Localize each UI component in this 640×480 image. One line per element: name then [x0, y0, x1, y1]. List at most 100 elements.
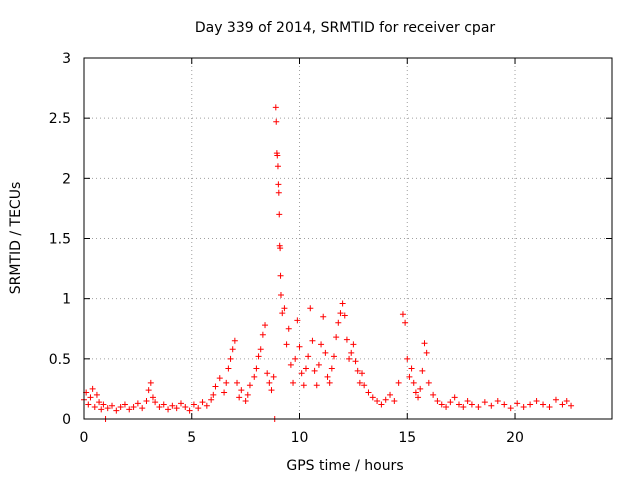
x-tick-label: 10: [291, 430, 309, 446]
data-point: [434, 397, 441, 404]
data-point: [216, 375, 223, 382]
data-point: [507, 405, 514, 412]
data-point: [190, 401, 197, 408]
data-point: [182, 403, 189, 410]
data-point: [395, 379, 402, 386]
y-tick-label: 2: [62, 171, 71, 187]
y-tick-label: 0: [62, 412, 71, 428]
data-point: [378, 401, 385, 408]
data-point: [276, 211, 283, 218]
data-point: [408, 365, 415, 372]
data-point: [143, 397, 150, 404]
data-point: [149, 394, 156, 401]
data-point: [374, 397, 381, 404]
data-point: [309, 337, 316, 344]
y-tick-label: 1.5: [49, 232, 71, 248]
data-point: [199, 399, 206, 406]
y-tick-label: 1: [62, 292, 71, 308]
data-point: [145, 387, 152, 394]
x-tick-label: 20: [506, 430, 524, 446]
data-point: [130, 403, 137, 410]
data-point: [195, 405, 202, 412]
data-point: [468, 401, 475, 408]
data-point: [274, 163, 281, 170]
data-point: [259, 331, 266, 338]
data-point: [281, 305, 288, 312]
data-point: [481, 399, 488, 406]
y-tick-label: 2.5: [49, 111, 71, 127]
data-point: [279, 310, 286, 317]
data-point: [455, 401, 462, 408]
data-point: [460, 403, 467, 410]
data-point: [283, 341, 290, 348]
data-point: [223, 379, 230, 386]
data-point: [346, 355, 353, 362]
chart-title: Day 339 of 2014, SRMTID for receiver cpa…: [195, 20, 496, 36]
data-point: [277, 245, 284, 252]
data-point: [464, 397, 471, 404]
data-point: [315, 361, 322, 368]
data-point: [494, 397, 501, 404]
y-tick-label: 3: [62, 51, 71, 67]
data-point: [152, 399, 159, 406]
data-point: [322, 349, 329, 356]
data-point: [382, 396, 389, 403]
data-point: [246, 382, 253, 389]
data-point: [406, 373, 413, 380]
data-point: [173, 405, 180, 412]
plot-frame: [83, 57, 613, 420]
data-point: [423, 349, 430, 356]
data-point: [113, 407, 120, 414]
data-point: [253, 365, 260, 372]
data-point: [96, 399, 103, 406]
data-point: [324, 373, 331, 380]
data-point: [89, 385, 96, 392]
data-point: [169, 402, 176, 409]
data-point: [231, 337, 238, 344]
data-point: [126, 406, 133, 413]
data-point: [337, 310, 344, 317]
data-point: [359, 370, 366, 377]
data-point: [421, 340, 428, 347]
data-point: [369, 394, 376, 401]
data-point: [109, 402, 116, 409]
data-point: [93, 391, 100, 398]
data-point: [234, 379, 241, 386]
data-point: [419, 367, 426, 374]
data-point: [236, 394, 243, 401]
grid: [84, 58, 612, 419]
data-point: [156, 403, 163, 410]
data-point: [412, 389, 419, 396]
data-point: [318, 341, 325, 348]
data-point: [438, 401, 445, 408]
data-point: [87, 394, 94, 401]
data-point: [177, 400, 184, 407]
data-point: [326, 379, 333, 386]
data-point: [313, 382, 320, 389]
data-point: [475, 403, 482, 410]
data-point: [443, 403, 450, 410]
data-point: [343, 336, 350, 343]
data-points: [81, 104, 575, 422]
data-point: [352, 358, 359, 365]
data-point: [356, 379, 363, 386]
data-point: [341, 312, 348, 319]
data-point: [244, 391, 251, 398]
data-point: [354, 367, 361, 374]
data-point: [139, 405, 146, 412]
data-point: [330, 353, 337, 360]
data-point: [91, 403, 98, 410]
data-point: [540, 401, 547, 408]
data-point: [292, 355, 299, 362]
data-point: [417, 385, 424, 392]
data-point: [559, 401, 566, 408]
data-point: [296, 343, 303, 350]
data-point: [210, 391, 217, 398]
data-point: [117, 403, 124, 410]
data-point: [160, 401, 167, 408]
data-point: [404, 355, 411, 362]
data-point: [391, 397, 398, 404]
data-point: [399, 311, 406, 318]
data-point: [514, 400, 521, 407]
